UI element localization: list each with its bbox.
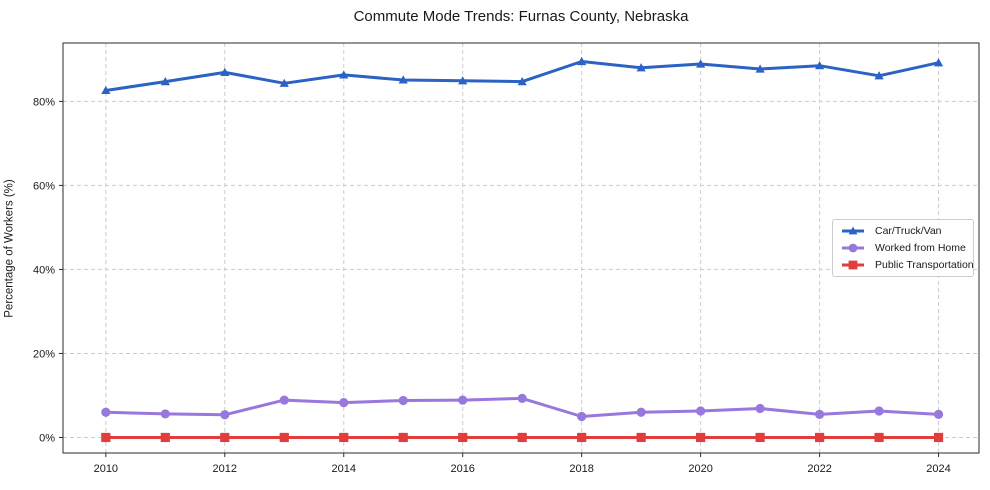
circle-marker <box>279 395 289 405</box>
triangle-marker <box>848 226 858 235</box>
triangle-marker <box>814 61 825 70</box>
triangle-marker <box>458 76 468 85</box>
x-tick-label: 2014 <box>332 463 356 475</box>
triangle-marker <box>696 59 706 68</box>
legend-label: Car/Truck/Van <box>875 224 942 237</box>
square-marker <box>814 432 825 443</box>
y-tick-label: 60% <box>33 180 55 192</box>
legend-item: Public Transportation <box>839 257 974 274</box>
square-marker <box>339 432 349 443</box>
square-marker <box>874 432 884 443</box>
x-tick-label: 2018 <box>569 463 593 475</box>
square-marker <box>848 260 858 270</box>
circle-marker <box>933 409 944 419</box>
x-tick-label: 2012 <box>213 463 237 475</box>
circle-marker <box>220 410 230 420</box>
x-tick-label: 2020 <box>688 463 712 475</box>
triangle-marker <box>279 78 289 87</box>
car-truck-van-legend-icon <box>842 226 864 235</box>
square-marker <box>696 432 706 443</box>
circle-marker <box>636 407 646 417</box>
legend-item: Worked from Home <box>839 239 967 256</box>
circle-marker <box>339 397 349 408</box>
plot-border <box>62 42 980 454</box>
triangle-marker <box>636 63 646 72</box>
circle-marker <box>160 409 170 419</box>
x-tick-label: 2024 <box>926 463 950 475</box>
triangle-marker <box>874 71 884 80</box>
legend-label: Public Transportation <box>875 259 974 272</box>
square-marker <box>220 432 230 443</box>
triangle-marker <box>755 64 765 73</box>
legend-item: Car/Truck/Van <box>839 222 967 239</box>
triangle-marker <box>577 56 587 66</box>
y-tick-label: 20% <box>33 348 55 360</box>
triangle-marker <box>101 85 111 95</box>
square-marker <box>458 432 468 443</box>
square-marker <box>279 432 289 443</box>
y-tick-label: 80% <box>33 96 55 108</box>
triangle-marker <box>220 67 230 76</box>
legend-label: Worked from Home <box>875 241 966 254</box>
worked-from-home-legend-icon <box>842 243 864 253</box>
x-tick-label: 2016 <box>450 463 474 475</box>
series-line <box>104 60 941 92</box>
y-tick-label: 0% <box>39 432 55 444</box>
triangle-marker <box>160 77 170 86</box>
public-transportation-legend-icon <box>842 260 864 270</box>
circle-marker <box>848 243 858 253</box>
circle-marker <box>398 395 408 406</box>
axis-ticks: 2010 2012 2014 2016 2018 2020 2022 2024 0% 20% 40%… <box>33 96 951 475</box>
circle-marker <box>696 406 706 416</box>
triangle-marker <box>517 77 527 86</box>
circle-marker <box>517 393 527 403</box>
square-marker <box>636 432 646 443</box>
circle-marker <box>577 411 587 422</box>
circle-marker <box>874 406 884 416</box>
square-marker <box>160 432 170 443</box>
triangle-marker <box>933 58 944 67</box>
series-lines <box>101 56 944 443</box>
circle-marker <box>101 407 111 417</box>
square-marker <box>517 432 527 443</box>
square-marker <box>577 432 587 443</box>
x-tick-label: 2010 <box>94 463 118 475</box>
triangle-marker <box>398 75 408 84</box>
chart-title: Commute Mode Trends: Furnas County, Nebr… <box>353 8 689 25</box>
square-marker <box>398 432 408 443</box>
triangle-marker <box>339 70 349 79</box>
circle-marker <box>814 409 825 419</box>
legend: Car/Truck/Van Worked from Home Public Tr… <box>832 219 974 277</box>
x-tick-label: 2022 <box>807 463 831 475</box>
square-marker <box>933 432 944 443</box>
y-tick-label: 40% <box>33 264 55 276</box>
square-marker <box>101 432 111 443</box>
circle-marker <box>458 395 468 405</box>
circle-marker <box>755 403 765 414</box>
square-marker <box>755 432 765 443</box>
